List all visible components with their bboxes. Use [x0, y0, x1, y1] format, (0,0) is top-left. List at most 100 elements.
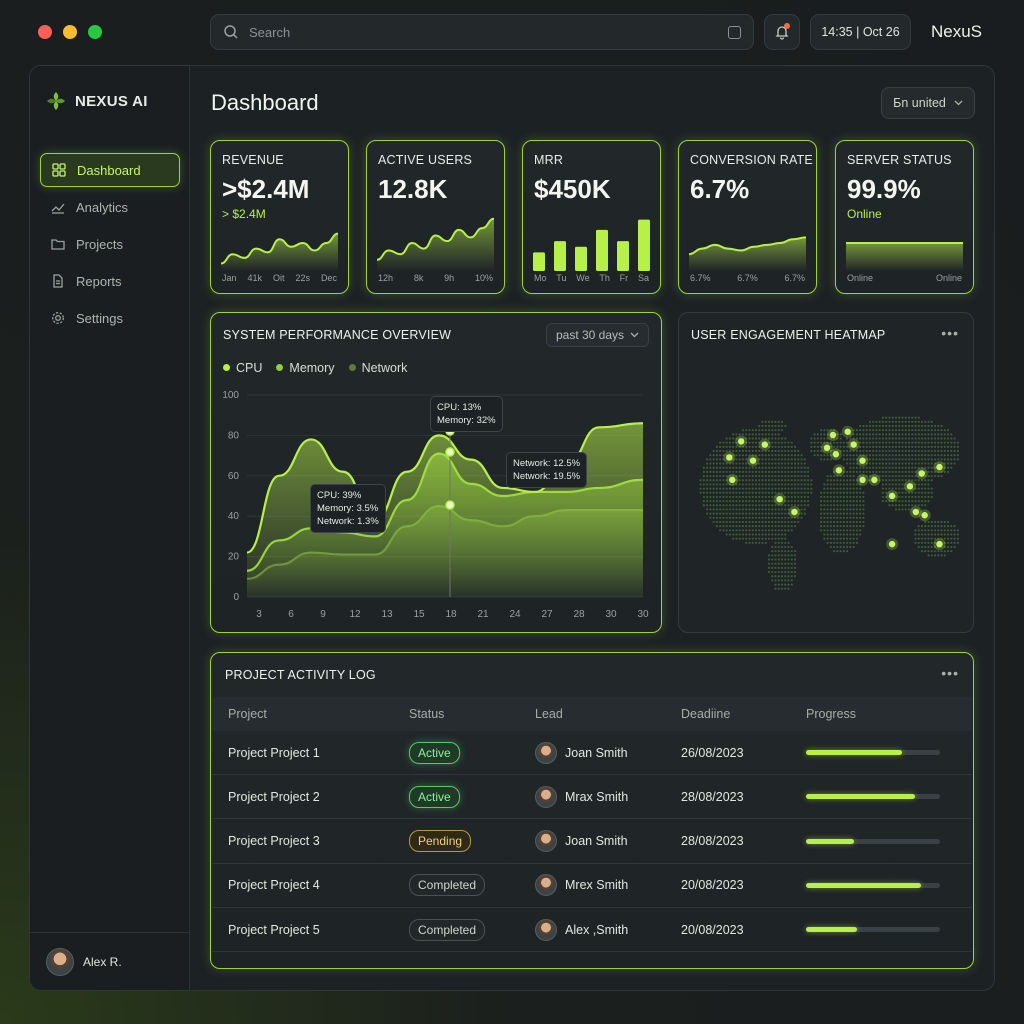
map-dot — [885, 462, 888, 465]
column-header-progress[interactable]: Progress — [806, 707, 857, 721]
legend-item-network[interactable]: Network — [348, 361, 407, 375]
map-dot — [940, 445, 943, 448]
map-dot — [774, 500, 777, 503]
map-dot — [719, 474, 722, 478]
table-row[interactable]: Project Project 1 Active Joan Smith 26/08/2… — [212, 731, 972, 775]
hotspot[interactable] — [871, 476, 878, 484]
hotspot[interactable] — [921, 512, 928, 519]
search-input[interactable]: Search — [249, 24, 291, 40]
map-dot — [754, 495, 758, 499]
map-dot — [888, 437, 891, 440]
map-dot — [914, 487, 917, 490]
hotspot[interactable] — [918, 470, 925, 477]
map-dot — [920, 458, 924, 461]
hotspot[interactable] — [936, 540, 943, 548]
hotspot[interactable] — [844, 428, 851, 435]
map-dot — [748, 529, 751, 532]
table-row[interactable]: Project Project 4 Completed Mrex Smith 20/0… — [212, 864, 972, 908]
map-dot — [911, 462, 914, 465]
map-dot — [894, 462, 898, 465]
column-header-lead[interactable]: Lead — [535, 707, 563, 721]
map-dot — [745, 504, 748, 507]
map-dot — [741, 537, 745, 540]
hotspot[interactable] — [832, 451, 840, 458]
logo[interactable]: NEXUS AI — [45, 90, 148, 112]
map-dot — [859, 441, 862, 444]
map-dot — [888, 458, 891, 461]
hotspot[interactable] — [737, 438, 745, 445]
hotspot[interactable] — [912, 508, 919, 516]
map-dot — [787, 462, 790, 465]
minimize-window-button[interactable] — [63, 25, 77, 39]
hotspot[interactable] — [906, 483, 914, 490]
hover-point[interactable] — [445, 447, 455, 457]
map-dot — [855, 458, 858, 461]
range-select[interactable]: past 30 days — [546, 323, 649, 347]
map-dot — [780, 424, 784, 428]
y-tick-label: 100 — [222, 390, 239, 401]
table-row[interactable]: Project Project 5 Completed Alex ,Smith 20/… — [212, 908, 972, 953]
kpi-card-conversion-rate[interactable]: CONVERSION RATE 6.7% 6.7% 6.7% 6.7% — [678, 140, 817, 294]
hotspot[interactable] — [823, 444, 831, 452]
map-dot — [865, 466, 868, 469]
maximize-window-button[interactable] — [88, 25, 102, 39]
map-dot — [728, 449, 732, 453]
column-header-deadiine[interactable]: Deadiine — [681, 707, 731, 721]
map-dot — [940, 429, 943, 432]
table-row[interactable]: Project Project 3 Pending Joan Smith 28/08/… — [212, 820, 972, 864]
hotspot[interactable] — [888, 492, 896, 500]
hotspot[interactable] — [888, 540, 896, 548]
map-dot — [940, 470, 943, 473]
sidebar-item-settings[interactable]: Settings — [40, 301, 180, 335]
map-dot — [878, 458, 881, 461]
sidebar-item-reports[interactable]: Reports — [40, 264, 180, 298]
hotspot[interactable] — [729, 476, 736, 484]
map-dot — [761, 429, 764, 432]
legend-item-cpu[interactable]: CPU — [223, 361, 262, 375]
kpi-card-server-status[interactable]: SERVER STATUS 99.9% Online Online Online — [835, 140, 974, 294]
search-bar[interactable]: Search — [210, 14, 754, 50]
column-header-status[interactable]: Status — [409, 707, 445, 721]
hotspot[interactable] — [859, 457, 866, 464]
user-profile[interactable]: Alex R. — [30, 932, 190, 990]
hotspot[interactable] — [749, 457, 757, 464]
hotspot[interactable] — [761, 441, 769, 448]
more-options-icon[interactable]: ••• — [941, 665, 959, 681]
map-dot — [754, 525, 758, 528]
map-dot — [920, 487, 924, 490]
column-header-project[interactable]: Project — [228, 707, 267, 721]
notifications-button[interactable] — [764, 14, 800, 50]
map-dot — [914, 466, 917, 469]
hotspot[interactable] — [936, 463, 943, 471]
hover-point[interactable] — [445, 500, 455, 510]
hotspot[interactable] — [791, 508, 798, 516]
hotspot[interactable] — [726, 454, 733, 461]
legend-item-memory[interactable]: Memory — [276, 361, 335, 375]
map-dot — [758, 479, 761, 482]
hotspot[interactable] — [776, 495, 783, 503]
hotspot[interactable] — [850, 441, 857, 448]
map-dot — [735, 441, 738, 444]
sidebar-item-dashboard[interactable]: Dashboard — [40, 153, 180, 187]
hotspot[interactable] — [835, 467, 843, 474]
map-dot — [780, 437, 784, 440]
table-row[interactable]: Project Project 2 Active Mrax Smith 28/08/2… — [212, 775, 972, 820]
more-options-icon[interactable]: ••• — [941, 325, 959, 341]
kpi-card-active-users[interactable]: ACTIVE USERS 12.8K 12h 8k 9h 10% — [366, 140, 505, 294]
hotspot[interactable] — [829, 431, 837, 439]
map-dot — [797, 487, 800, 490]
map-dot — [712, 449, 715, 453]
map-dot — [735, 487, 738, 490]
map-dot — [735, 500, 738, 503]
sidebar-item-projects[interactable]: Projects — [40, 227, 180, 261]
hotspot[interactable] — [859, 476, 866, 484]
map-dot — [712, 479, 715, 482]
kpi-card-revenue[interactable]: REVENUE >$2.4M > $2.4M Jan 41k Oit 22s Dec — [210, 140, 349, 294]
map-dot — [839, 433, 842, 436]
map-dot — [790, 441, 793, 444]
close-window-button[interactable] — [38, 25, 52, 39]
language-select[interactable]: Бn united — [881, 87, 975, 119]
map-dot — [885, 483, 888, 486]
kpi-card-mrr[interactable]: MRR $450K Mo Tu We Th Fr Sa — [522, 140, 661, 294]
sidebar-item-analytics[interactable]: Analytics — [40, 190, 180, 224]
